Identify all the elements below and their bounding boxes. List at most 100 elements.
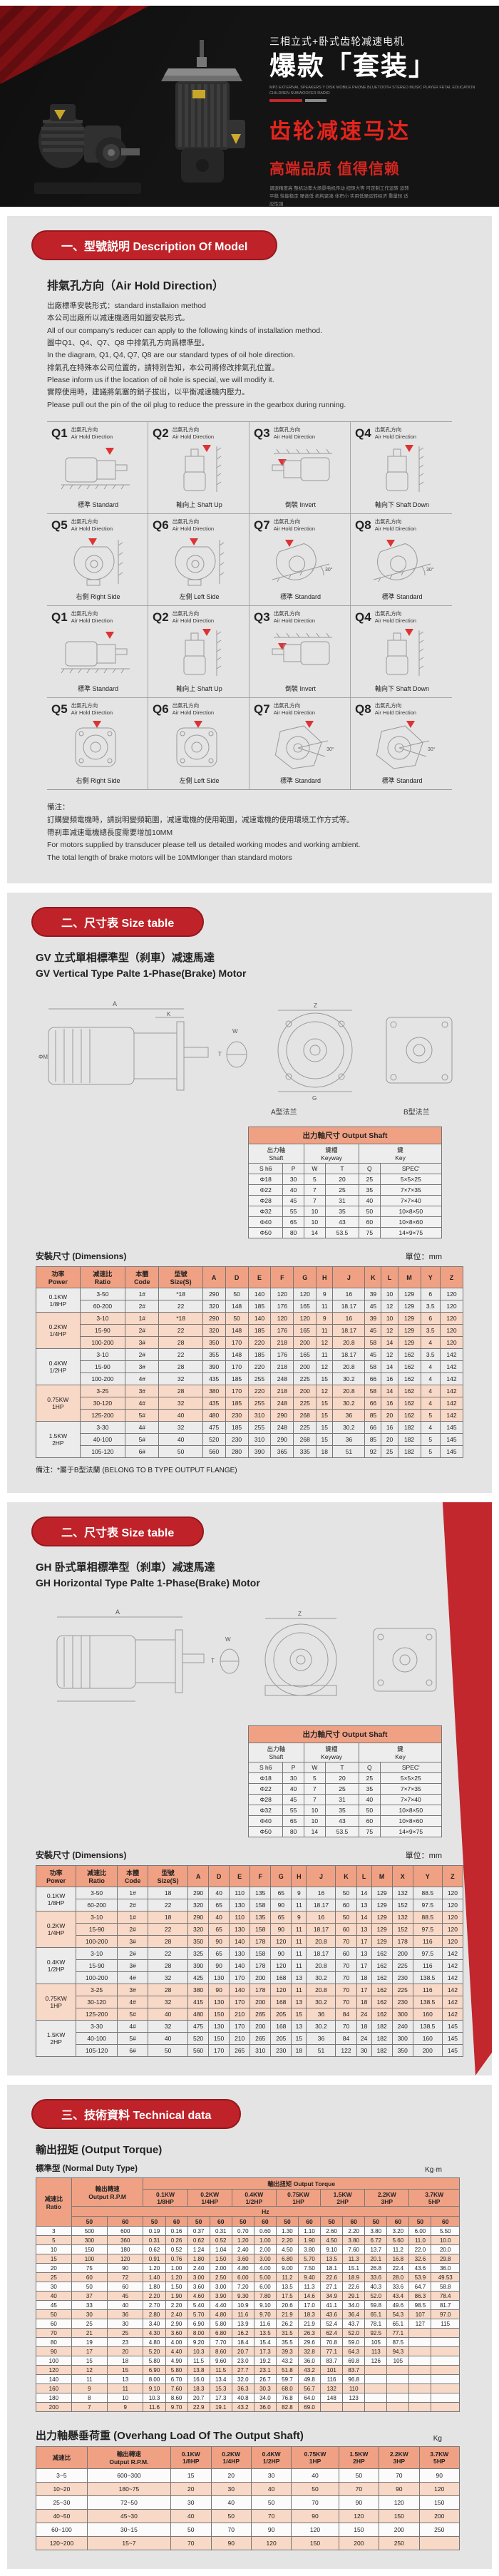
table-cell [431,2402,460,2413]
table-cell: 84 [335,2032,357,2046]
table-cell: 18 [107,2356,144,2366]
table-cell: 58.8 [431,2282,460,2292]
table-cell: 3-10 [76,1911,118,1924]
table-cell: 9 [291,1887,307,1900]
table-cell: 230 [391,1971,413,1985]
table-cell: 3.90 [209,2291,232,2302]
header-cell: X [391,1865,413,1888]
table-cell: 28 [158,1336,203,1350]
q-label: Q6 [153,702,169,716]
table-cell: 3-50 [76,1887,118,1900]
table-cell: 21 [71,2328,108,2339]
table-cell: 6.80 [209,2328,232,2339]
header-cell: T [324,1762,360,1774]
table-cell: 132 [391,1911,413,1924]
table-cell: 5# [125,1433,160,1447]
table-cell: 18.3 [297,2309,321,2320]
table-cell: 100-200 [79,1372,126,1386]
table-cell: 180~75 [86,2482,172,2497]
svg-text:W: W [232,1028,238,1035]
air-hold-direction-label: 出氣孔方向 Air Hold Direction [374,610,417,624]
table-cell: 1.00 [253,2235,277,2246]
table-cell: 4 [420,1360,441,1374]
table-cell: 5.80 [143,2356,166,2366]
table-cell: 28 [158,1385,203,1398]
power-cell: 0.75KW 1HP [36,1385,81,1422]
table-row: 90 17 20 5.20 4.40 10.3 8.60 20.7 17.3 39.3 32.8 77… [36,2346,460,2357]
table-cell: 50 [170,2523,212,2537]
table-cell: 14 [381,1385,398,1398]
table-cell: 15 [316,1409,334,1422]
table-cell: 145 [440,1421,463,1435]
table-cell: 22 [148,1923,189,1936]
table-cell: 75 [359,1826,381,1838]
table-cell: 14 [381,1336,398,1350]
table-cell: 20.6 [275,2300,299,2311]
table-cell: 11.3 [297,2282,321,2292]
table-cell: 138.5 [412,2020,443,2033]
table-cell: 200 [418,2509,461,2524]
table-cell: 70 [335,1996,357,2009]
table-cell: 3.5 [420,1348,441,1362]
table-cell: 4.60 [187,2291,210,2302]
svg-text:ΦM: ΦM [38,1054,48,1060]
q-label: Q1 [51,610,68,624]
table-cell: 100 [71,2254,108,2264]
table-cell: 32.8 [297,2346,321,2357]
table-cell: 1.50 [209,2254,232,2264]
table-cell: 12 [381,1348,398,1362]
table-cell: 49.8 [297,2374,321,2385]
table-cell: 90 [291,2509,339,2524]
table-cell: 70 [36,2328,72,2339]
table-cell: 11 [291,1899,307,1912]
power-header: 3.7KW 5HP [408,2189,460,2207]
table-cell: 18.17 [332,1324,366,1338]
table-cell: 20 [324,1772,360,1785]
table-cell: 18.17 [306,1947,336,1961]
table-cell: 101 [320,2365,344,2376]
table-row: 30-120 4# 32 435 185 255 248 225 15 30.2 66 16 162 4 1… [36,1397,463,1410]
installation-caption: 軸向上 Shaft Up [176,684,222,692]
header-cell: F [250,1865,272,1888]
table-row: Φ28 45 7 31 40 7×7×40 [247,1794,443,1806]
table-cell: 14.6 [297,2291,321,2302]
table-cell: 182 [371,2032,393,2046]
ratio-header: 减速比 [36,2446,88,2470]
air-hold-direction-label: 出氣孔方向 Air Hold Direction [374,702,417,716]
table-cell [342,2402,366,2413]
table-cell: 10.0 [431,2235,460,2246]
gh-dims-label: 安裝尺寸 (Dimensions) [36,1850,127,1861]
installation-caption: 軸向下 Shaft Down [374,501,430,508]
table-cell: 30-120 [76,1996,118,2009]
table-cell: 132 [320,2383,344,2394]
q-label: Q7 [254,702,270,716]
table-cell: 162 [371,1947,393,1961]
table-cell: 82.8 [275,2402,299,2413]
table-cell: 162 [397,1409,421,1422]
table-cell: 5# [117,2008,149,2021]
header-cell: 型號 Size(S) [158,1266,203,1289]
group-header: 出力軸 Shaft [248,1144,304,1164]
table-cell: 22 [148,1899,189,1912]
table-cell: 20.8 [306,1984,336,1997]
table-cell: 150 [418,2495,461,2510]
table-cell: 2.20 [275,2235,299,2246]
table-cell: 5.50 [431,2226,460,2237]
power-header: 0.4KW 1/2HP [231,2189,277,2207]
table-cell: 35 [324,1805,360,1817]
group-header: 出力軸 Shaft [248,1743,304,1763]
table-cell: 52.4 [320,2319,344,2329]
table-cell: 50 [71,2282,108,2292]
table-cell: 4 [420,1372,441,1386]
table-cell: 60 [359,1216,381,1228]
table-cell: 218 [270,1360,294,1374]
table-cell: Φ40 [247,1815,284,1827]
table-cell: 100-200 [79,1336,126,1350]
table-cell: 310 [247,1433,272,1447]
table-cell: 36 [306,2008,336,2021]
gh-output-shaft-table: 出力軸尺寸 Output Shaft 出力軸 Shaft 鍵槽 Keyway 鍵 Ke… [247,1725,443,1838]
table-cell: 0.16 [165,2226,188,2237]
table-cell: Φ32 [247,1805,284,1817]
table-cell: 33 [71,2300,108,2311]
table-cell: 120 [440,1324,463,1338]
